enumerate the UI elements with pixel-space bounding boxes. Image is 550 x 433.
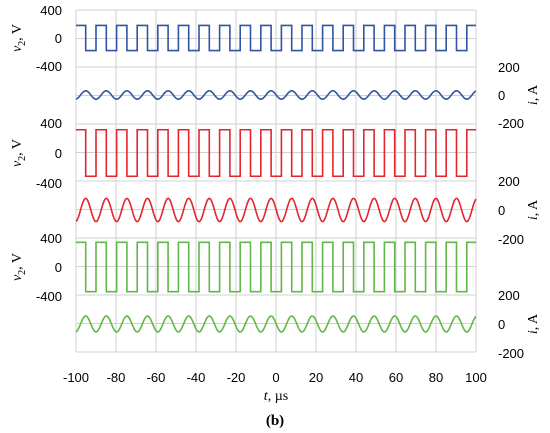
x-tick-label: 100 <box>465 370 487 385</box>
voltage-tick-label: 400 <box>40 3 62 18</box>
voltage-axis-label: v2, V <box>10 253 28 281</box>
current-tick-label: -200 <box>498 116 524 131</box>
voltage-axis-label: v2, V <box>10 24 28 52</box>
current-tick-label: 0 <box>498 317 505 332</box>
current-trace-2 <box>75 197 477 223</box>
x-tick-label: 0 <box>272 370 279 385</box>
x-tick-label: -40 <box>187 370 206 385</box>
current-axis-label: i, A <box>526 199 541 220</box>
voltage-trace-2 <box>76 128 476 178</box>
voltage-trace-1 <box>76 24 476 52</box>
current-trace-3 <box>75 315 477 333</box>
x-tick-label: 60 <box>389 370 403 385</box>
voltage-trace-3 <box>76 241 476 293</box>
voltage-tick-label: 400 <box>40 116 62 131</box>
current-tick-label: 0 <box>498 203 505 218</box>
voltage-tick-label: -400 <box>36 176 62 191</box>
current-tick-label: 0 <box>498 88 505 103</box>
x-tick-label: -100 <box>63 370 89 385</box>
current-axis-label: i, A <box>526 84 541 105</box>
voltage-tick-label: 0 <box>55 31 62 46</box>
voltage-tick-label: -400 <box>36 289 62 304</box>
x-tick-label: -20 <box>227 370 246 385</box>
x-tick-label: -80 <box>107 370 126 385</box>
current-axis-label: i, A <box>526 313 541 334</box>
voltage-tick-label: 400 <box>40 231 62 246</box>
current-tick-label: 200 <box>498 60 520 75</box>
x-tick-label: 80 <box>429 370 443 385</box>
voltage-axis-label: v2, V <box>10 139 28 167</box>
current-tick-label: -200 <box>498 232 524 247</box>
current-tick-label: 200 <box>498 288 520 303</box>
x-tick-label: 40 <box>349 370 363 385</box>
x-axis-label: t, µs <box>264 389 288 404</box>
x-tick-label: 20 <box>309 370 323 385</box>
plot-traces <box>75 24 477 333</box>
voltage-tick-label: 0 <box>55 146 62 161</box>
x-tick-label: -60 <box>147 370 166 385</box>
current-trace-1 <box>75 89 477 101</box>
current-tick-label: 200 <box>498 174 520 189</box>
current-tick-label: -200 <box>498 346 524 361</box>
grid <box>75 9 477 353</box>
voltage-tick-label: -400 <box>36 59 62 74</box>
figure-caption: (b) <box>266 413 284 429</box>
voltage-tick-label: 0 <box>55 260 62 275</box>
